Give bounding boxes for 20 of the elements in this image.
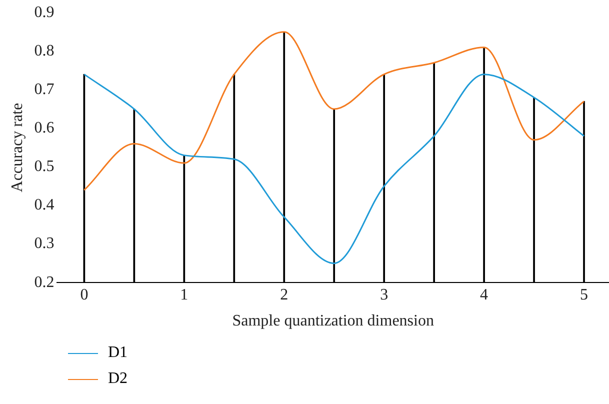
line-series [83, 74, 585, 264]
y-axis-title: Accuracy rate [8, 102, 26, 192]
y-tick-label: 0.4 [34, 196, 54, 214]
y-tick-label: 0.7 [34, 80, 54, 98]
x-tick-label: 3 [380, 286, 388, 304]
x-tick-label: 2 [280, 286, 288, 304]
line-series [83, 31, 585, 191]
y-tick-label: 0.5 [34, 158, 54, 176]
legend-label: D1 [108, 344, 128, 362]
y-tick-label: 0.6 [34, 120, 54, 137]
y-tick-label: 0.2 [34, 274, 54, 291]
x-tick-label: 4 [480, 286, 488, 304]
x-tick-label: 1 [180, 286, 188, 304]
x-axis-title: Sample quantization dimension [232, 312, 434, 330]
legend-label: D2 [108, 370, 128, 388]
y-tick-label: 0.8 [34, 42, 54, 60]
x-tick-label: 0 [80, 286, 88, 304]
y-tick-label: 0.9 [34, 4, 54, 21]
x-tick-label: 5 [580, 286, 588, 304]
y-tick-label: 0.3 [34, 235, 54, 252]
